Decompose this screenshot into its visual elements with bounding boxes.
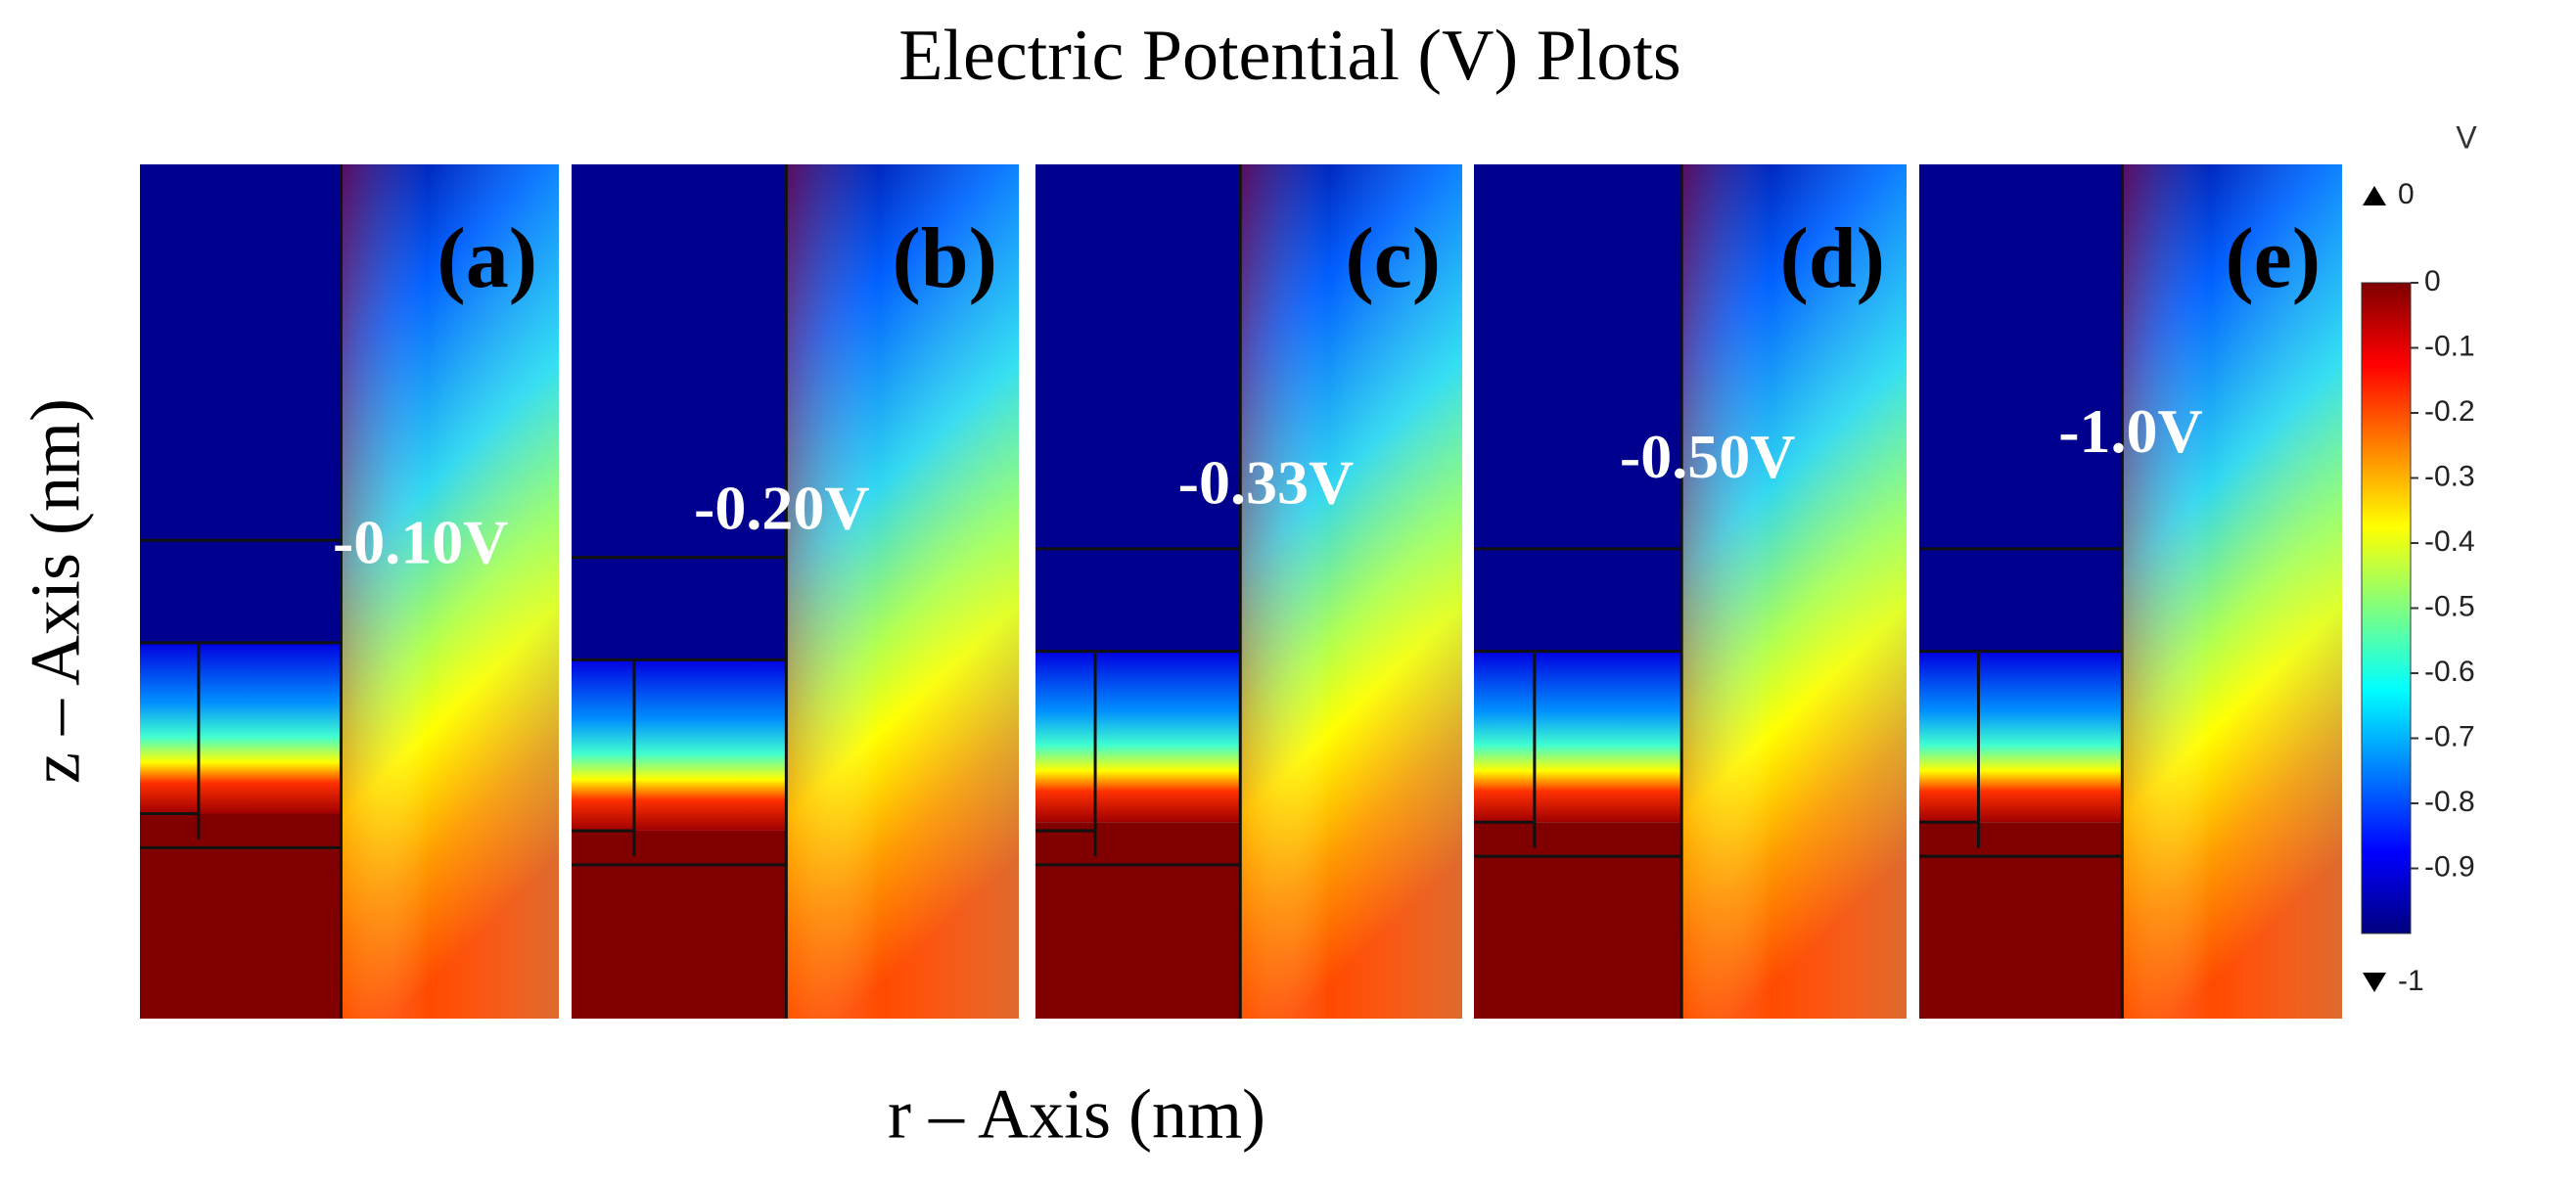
field-top xyxy=(1919,164,2123,652)
field-bottom xyxy=(1035,822,1241,1019)
field-band xyxy=(140,642,342,814)
panel: (c) -0.33V xyxy=(1035,164,1462,1019)
field-band xyxy=(1035,651,1241,823)
range-min-marker xyxy=(2363,973,2386,992)
field-bottom xyxy=(1919,822,2123,1019)
field-band xyxy=(572,659,787,831)
range-max-label: 0 xyxy=(2398,178,2415,210)
panel-label: (a) xyxy=(437,211,537,306)
field-band xyxy=(1919,651,2123,823)
field-top xyxy=(1474,164,1682,652)
panel-label: (c) xyxy=(1345,211,1441,306)
range-min-label: -1 xyxy=(2398,965,2424,997)
panel: (e) -1.0V xyxy=(1919,164,2342,1019)
x-axis-label: r – Axis (nm) xyxy=(888,1075,1265,1154)
voltage-annotation: -0.33V xyxy=(1178,447,1355,517)
field-shade xyxy=(786,164,1019,1019)
y-axis-label: z – Axis (nm) xyxy=(17,398,95,784)
colorbar-tick-label: -0.5 xyxy=(2424,590,2475,622)
voltage-annotation: -0.20V xyxy=(694,474,870,543)
colorbar-tick-label: -0.9 xyxy=(2424,850,2475,883)
colorbar-tick-label: -0.1 xyxy=(2424,330,2475,362)
panel-label: (e) xyxy=(2225,211,2321,306)
colorbar-tick-label: -0.7 xyxy=(2424,720,2475,752)
panel: (a) -0.10V xyxy=(140,164,559,1019)
field-band xyxy=(1474,651,1682,823)
colorbar-tick-label: -0.6 xyxy=(2424,656,2475,688)
panel-label: (b) xyxy=(892,211,997,306)
panel: (d) -0.50V xyxy=(1474,164,1907,1019)
colorbar-tick-label: -0.8 xyxy=(2424,786,2475,818)
chart-title: Electric Potential (V) Plots xyxy=(898,16,1680,96)
panel-label: (d) xyxy=(1779,211,1885,306)
colorbar-fill xyxy=(2361,282,2412,934)
colorbar-tick-label: -0.2 xyxy=(2424,395,2475,428)
colorbar: V 0 -0.1 -0.2 -0.3 -0.4 -0.5 -0.6 -0.7 -0.8 -0.9 0 -… xyxy=(2361,119,2477,997)
field-shade xyxy=(2122,164,2342,1019)
colorbar-unit: V xyxy=(2456,119,2477,155)
range-max-marker xyxy=(2363,186,2386,205)
colorbar-tick-label: -0.3 xyxy=(2424,460,2475,492)
panels: (a) -0.10V (b) -0.20V (c) -0.33V (d) -0.50V (e) -… xyxy=(140,164,2342,1019)
voltage-annotation: -0.10V xyxy=(333,508,509,577)
colorbar-tick-label: 0 xyxy=(2424,265,2441,297)
field-top xyxy=(1035,164,1241,652)
voltage-annotation: -0.50V xyxy=(1620,422,1796,491)
field-shade xyxy=(341,164,559,1019)
voltage-annotation: -1.0V xyxy=(2058,396,2203,466)
field-shade xyxy=(1681,164,1907,1019)
panel: (b) -0.20V xyxy=(572,164,1019,1019)
field-shade xyxy=(1240,164,1462,1019)
colorbar-tick-label: -0.4 xyxy=(2424,525,2475,558)
field-top xyxy=(140,164,342,643)
field-bottom xyxy=(572,830,787,1019)
field-top xyxy=(572,164,787,660)
field-bottom xyxy=(1474,822,1682,1019)
field-bottom xyxy=(140,813,342,1019)
